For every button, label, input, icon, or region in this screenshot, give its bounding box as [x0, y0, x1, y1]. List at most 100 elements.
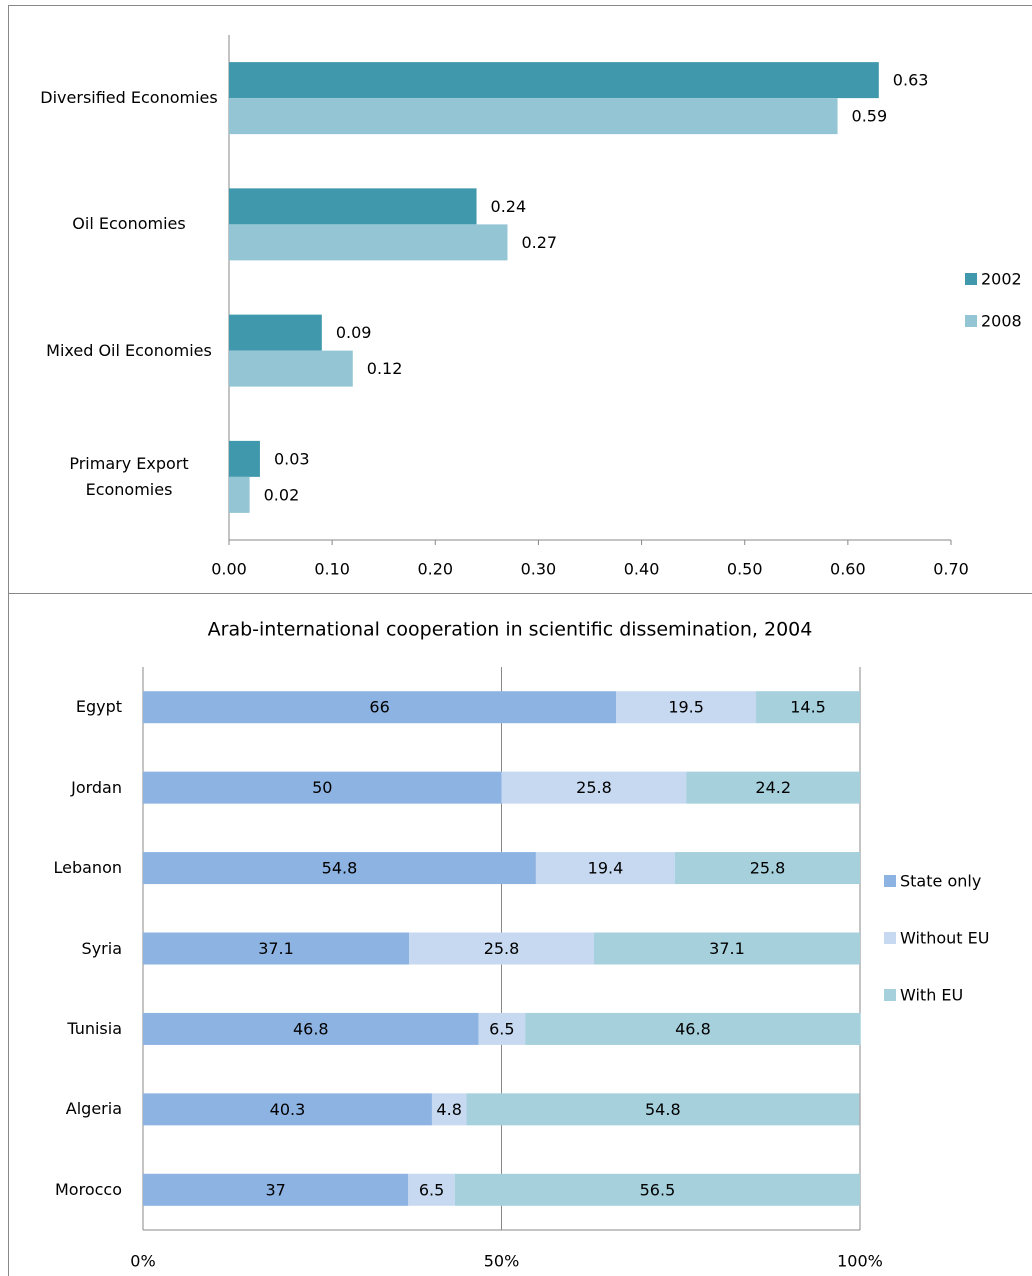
bar-segment	[143, 771, 502, 804]
legend-swatch	[965, 315, 977, 327]
y-tick-label: Morocco	[55, 1179, 122, 1199]
chart-title: Arab-international cooperation in scient…	[208, 619, 813, 641]
data-label: 50	[312, 778, 332, 797]
category-label-box: Tunisia	[67, 1018, 122, 1038]
x-tick-label: 0%	[130, 1252, 155, 1271]
data-label: 54.8	[322, 859, 358, 878]
bar-segment	[501, 771, 687, 804]
bar-segment	[616, 691, 757, 724]
category-label-box: Syria	[81, 938, 122, 958]
bar	[229, 224, 508, 261]
y-tick-label: Lebanon	[53, 858, 122, 878]
data-label: 46.8	[293, 1019, 329, 1038]
bar	[229, 188, 477, 225]
data-label: 0.27	[521, 233, 557, 252]
category-label-box: Algeria	[65, 1099, 122, 1119]
bar	[229, 350, 353, 387]
legend-label: 2002	[981, 270, 1022, 289]
data-label: 54.8	[645, 1100, 681, 1119]
bar-segment	[478, 1012, 526, 1045]
x-tick-label: 0.50	[727, 560, 763, 579]
data-label: 25.8	[484, 939, 520, 958]
bar-segment	[143, 1173, 409, 1206]
bar	[229, 62, 879, 99]
category-label-box: Morocco	[55, 1179, 122, 1199]
legend-swatch	[965, 273, 977, 285]
category-label-box: Primary Export Economies	[69, 453, 189, 499]
bar	[229, 440, 260, 477]
data-label: 0.24	[491, 197, 527, 216]
category-label-box: Jordan	[71, 777, 122, 797]
bar-segment	[756, 691, 860, 724]
bar-segment	[143, 1012, 479, 1045]
data-label: 56.5	[640, 1180, 676, 1199]
y-tick-label: Syria	[81, 938, 122, 958]
bar-segment	[454, 1173, 860, 1206]
data-label: 0.12	[367, 359, 403, 378]
data-label: 40.3	[270, 1100, 306, 1119]
data-label: 25.8	[576, 778, 612, 797]
y-tick-label: Tunisia	[67, 1018, 122, 1038]
bar	[229, 476, 250, 513]
legend-label: Without EU	[900, 929, 989, 948]
y-tick-label: Egypt	[75, 697, 122, 717]
x-tick-label: 50%	[484, 1252, 520, 1271]
data-label: 6.5	[489, 1019, 514, 1038]
y-tick-label: Diversified Economies	[40, 88, 218, 108]
legend-label: 2008	[981, 312, 1022, 331]
bar-segment	[409, 932, 594, 965]
data-label: 25.8	[750, 859, 786, 878]
bar-segment	[675, 852, 860, 885]
y-tick-label: Mixed Oil Economies	[46, 340, 212, 360]
data-label: 19.4	[588, 859, 624, 878]
bar-segment	[143, 932, 410, 965]
bar	[229, 98, 838, 135]
x-tick-label: 0.10	[314, 560, 350, 579]
x-tick-label: 0.70	[933, 560, 969, 579]
data-label: 37	[265, 1180, 285, 1199]
data-label: 66	[369, 698, 389, 717]
bar-segment	[466, 1093, 860, 1126]
y-tick-label: Algeria	[65, 1099, 122, 1119]
category-label-box: Egypt	[75, 697, 122, 717]
bar-segment	[143, 1093, 432, 1126]
bar-segment	[525, 1012, 861, 1045]
category-label-box: Oil Economies	[72, 214, 186, 234]
data-label: 0.02	[264, 485, 300, 504]
data-label: 0.09	[336, 323, 372, 342]
legend-label: State only	[900, 872, 981, 891]
x-tick-label: 0.60	[830, 560, 866, 579]
bar-segment	[535, 852, 676, 885]
bar	[229, 314, 322, 351]
bar-segment	[593, 932, 860, 965]
y-tick-label: Jordan	[71, 777, 122, 797]
bar-segment	[408, 1173, 455, 1206]
bar-segment	[143, 852, 536, 885]
x-tick-label: 0.20	[417, 560, 453, 579]
legend-swatch	[884, 989, 896, 1001]
bar-segment	[143, 691, 617, 724]
category-label-box: Mixed Oil Economies	[46, 340, 212, 360]
y-tick-label: Primary Export Economies	[69, 453, 189, 499]
bar-segment	[686, 771, 860, 804]
y-tick-label: Oil Economies	[72, 214, 186, 234]
data-label: 37.1	[258, 939, 294, 958]
category-label-box: Diversified Economies	[40, 88, 218, 108]
data-label: 4.8	[436, 1100, 461, 1119]
data-label: 0.63	[893, 71, 929, 90]
data-label: 14.5	[790, 698, 826, 717]
x-tick-label: 100%	[837, 1252, 883, 1271]
data-label: 19.5	[668, 698, 704, 717]
data-label: 0.03	[274, 449, 310, 468]
category-label-box: Lebanon	[53, 858, 122, 878]
bar-segment	[431, 1093, 467, 1126]
legend-label: With EU	[900, 986, 963, 1005]
x-tick-label: 0.00	[211, 560, 247, 579]
data-label: 6.5	[419, 1180, 444, 1199]
data-label: 37.1	[709, 939, 745, 958]
data-label: 46.8	[675, 1019, 711, 1038]
data-label: 0.59	[852, 107, 888, 126]
x-tick-label: 0.40	[624, 560, 660, 579]
x-tick-label: 0.30	[521, 560, 557, 579]
